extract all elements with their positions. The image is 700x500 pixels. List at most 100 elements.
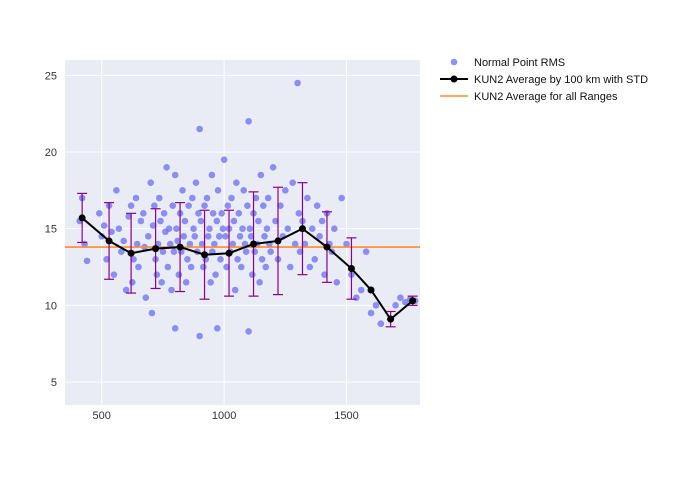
scatter-point bbox=[338, 195, 345, 202]
scatter-point bbox=[154, 271, 161, 278]
scatter-point bbox=[228, 195, 235, 202]
scatter-point bbox=[182, 218, 189, 225]
scatter-point bbox=[172, 172, 179, 179]
scatter-point bbox=[215, 187, 222, 194]
scatter-point bbox=[220, 225, 227, 232]
scatter-point bbox=[188, 264, 195, 271]
scatter-point bbox=[213, 218, 220, 225]
scatter-point bbox=[171, 248, 178, 255]
scatter-point bbox=[157, 218, 164, 225]
scatter-point bbox=[296, 210, 303, 217]
scatter-point bbox=[160, 248, 167, 255]
scatter-point bbox=[135, 264, 142, 271]
scatter-point bbox=[232, 287, 239, 294]
scatter-point bbox=[179, 187, 186, 194]
binned-avg-marker bbox=[409, 297, 416, 304]
scatter-point bbox=[231, 218, 238, 225]
scatter-point bbox=[111, 271, 118, 278]
scatter-point bbox=[184, 256, 191, 263]
scatter-point bbox=[353, 294, 360, 301]
scatter-point bbox=[142, 294, 149, 301]
scatter-point bbox=[165, 264, 172, 271]
scatter-point bbox=[145, 233, 152, 240]
binned-avg-marker bbox=[106, 237, 113, 244]
scatter-point bbox=[373, 302, 380, 309]
scatter-point bbox=[166, 225, 173, 232]
scatter-point bbox=[264, 225, 271, 232]
scatter-point bbox=[209, 172, 216, 179]
binned-avg-marker bbox=[368, 287, 375, 294]
binned-avg-marker bbox=[226, 250, 233, 257]
scatter-point bbox=[84, 258, 91, 265]
scatter-point bbox=[158, 279, 165, 286]
scatter-point bbox=[204, 195, 211, 202]
scatter-point bbox=[239, 225, 246, 232]
scatter-point bbox=[245, 118, 252, 125]
scatter-point bbox=[123, 287, 130, 294]
scatter-point bbox=[260, 202, 267, 209]
ytick-label: 10 bbox=[45, 300, 57, 312]
scatter-point bbox=[234, 256, 241, 263]
scatter-point bbox=[138, 218, 145, 225]
xtick-label: 1000 bbox=[212, 410, 236, 422]
ytick-label: 25 bbox=[45, 70, 57, 82]
scatter-point bbox=[210, 210, 217, 217]
legend-label-line: KUN2 Average by 100 km with STD bbox=[474, 74, 648, 86]
plot-area bbox=[65, 60, 420, 405]
scatter-point bbox=[289, 179, 296, 186]
binned-avg-marker bbox=[299, 225, 306, 232]
scatter-point bbox=[216, 233, 223, 240]
ytick-label: 5 bbox=[51, 377, 57, 389]
scatter-point bbox=[258, 172, 265, 179]
scatter-point bbox=[206, 225, 213, 232]
scatter-point bbox=[180, 233, 187, 240]
scatter-point bbox=[282, 187, 289, 194]
legend-label-scatter: Normal Point RMS bbox=[474, 57, 565, 69]
scatter-point bbox=[358, 287, 365, 294]
legend-marker-scatter bbox=[451, 59, 458, 66]
scatter-point bbox=[120, 238, 127, 245]
scatter-point bbox=[205, 233, 212, 240]
scatter-point bbox=[201, 202, 208, 209]
scatter-point bbox=[319, 218, 326, 225]
scatter-point bbox=[193, 179, 200, 186]
scatter-point bbox=[140, 210, 147, 217]
scatter-point bbox=[378, 320, 385, 327]
scatter-point bbox=[243, 248, 250, 255]
scatter-point bbox=[196, 333, 203, 340]
scatter-point bbox=[314, 202, 321, 209]
scatter-point bbox=[172, 325, 179, 332]
legend-marker-line-dot bbox=[451, 76, 458, 83]
scatter-point bbox=[133, 195, 140, 202]
scatter-point bbox=[221, 156, 228, 163]
scatter-point bbox=[255, 218, 262, 225]
scatter-point bbox=[309, 225, 316, 232]
scatter-point bbox=[249, 271, 256, 278]
scatter-point bbox=[185, 202, 192, 209]
binned-avg-marker bbox=[79, 214, 86, 221]
scatter-point bbox=[397, 294, 404, 301]
scatter-point bbox=[238, 264, 245, 271]
chart-svg: 50010001500510152025Normal Point RMSKUN2… bbox=[0, 0, 700, 500]
scatter-point bbox=[207, 279, 214, 286]
scatter-point bbox=[333, 279, 340, 286]
scatter-point bbox=[173, 225, 180, 232]
scatter-point bbox=[284, 225, 291, 232]
binned-avg-marker bbox=[348, 265, 355, 272]
binned-avg-marker bbox=[275, 237, 282, 244]
scatter-point bbox=[247, 225, 254, 232]
scatter-point bbox=[156, 195, 163, 202]
scatter-point bbox=[116, 225, 123, 232]
scatter-point bbox=[259, 256, 266, 263]
binned-avg-marker bbox=[387, 316, 394, 323]
chart-container: 50010001500510152025Normal Point RMSKUN2… bbox=[0, 0, 700, 500]
scatter-point bbox=[113, 187, 120, 194]
scatter-point bbox=[294, 80, 301, 87]
scatter-point bbox=[189, 195, 196, 202]
scatter-point bbox=[240, 187, 247, 194]
binned-avg-marker bbox=[152, 245, 159, 252]
scatter-point bbox=[304, 195, 311, 202]
binned-avg-marker bbox=[201, 251, 208, 258]
scatter-point bbox=[163, 164, 170, 171]
scatter-point bbox=[196, 126, 203, 133]
